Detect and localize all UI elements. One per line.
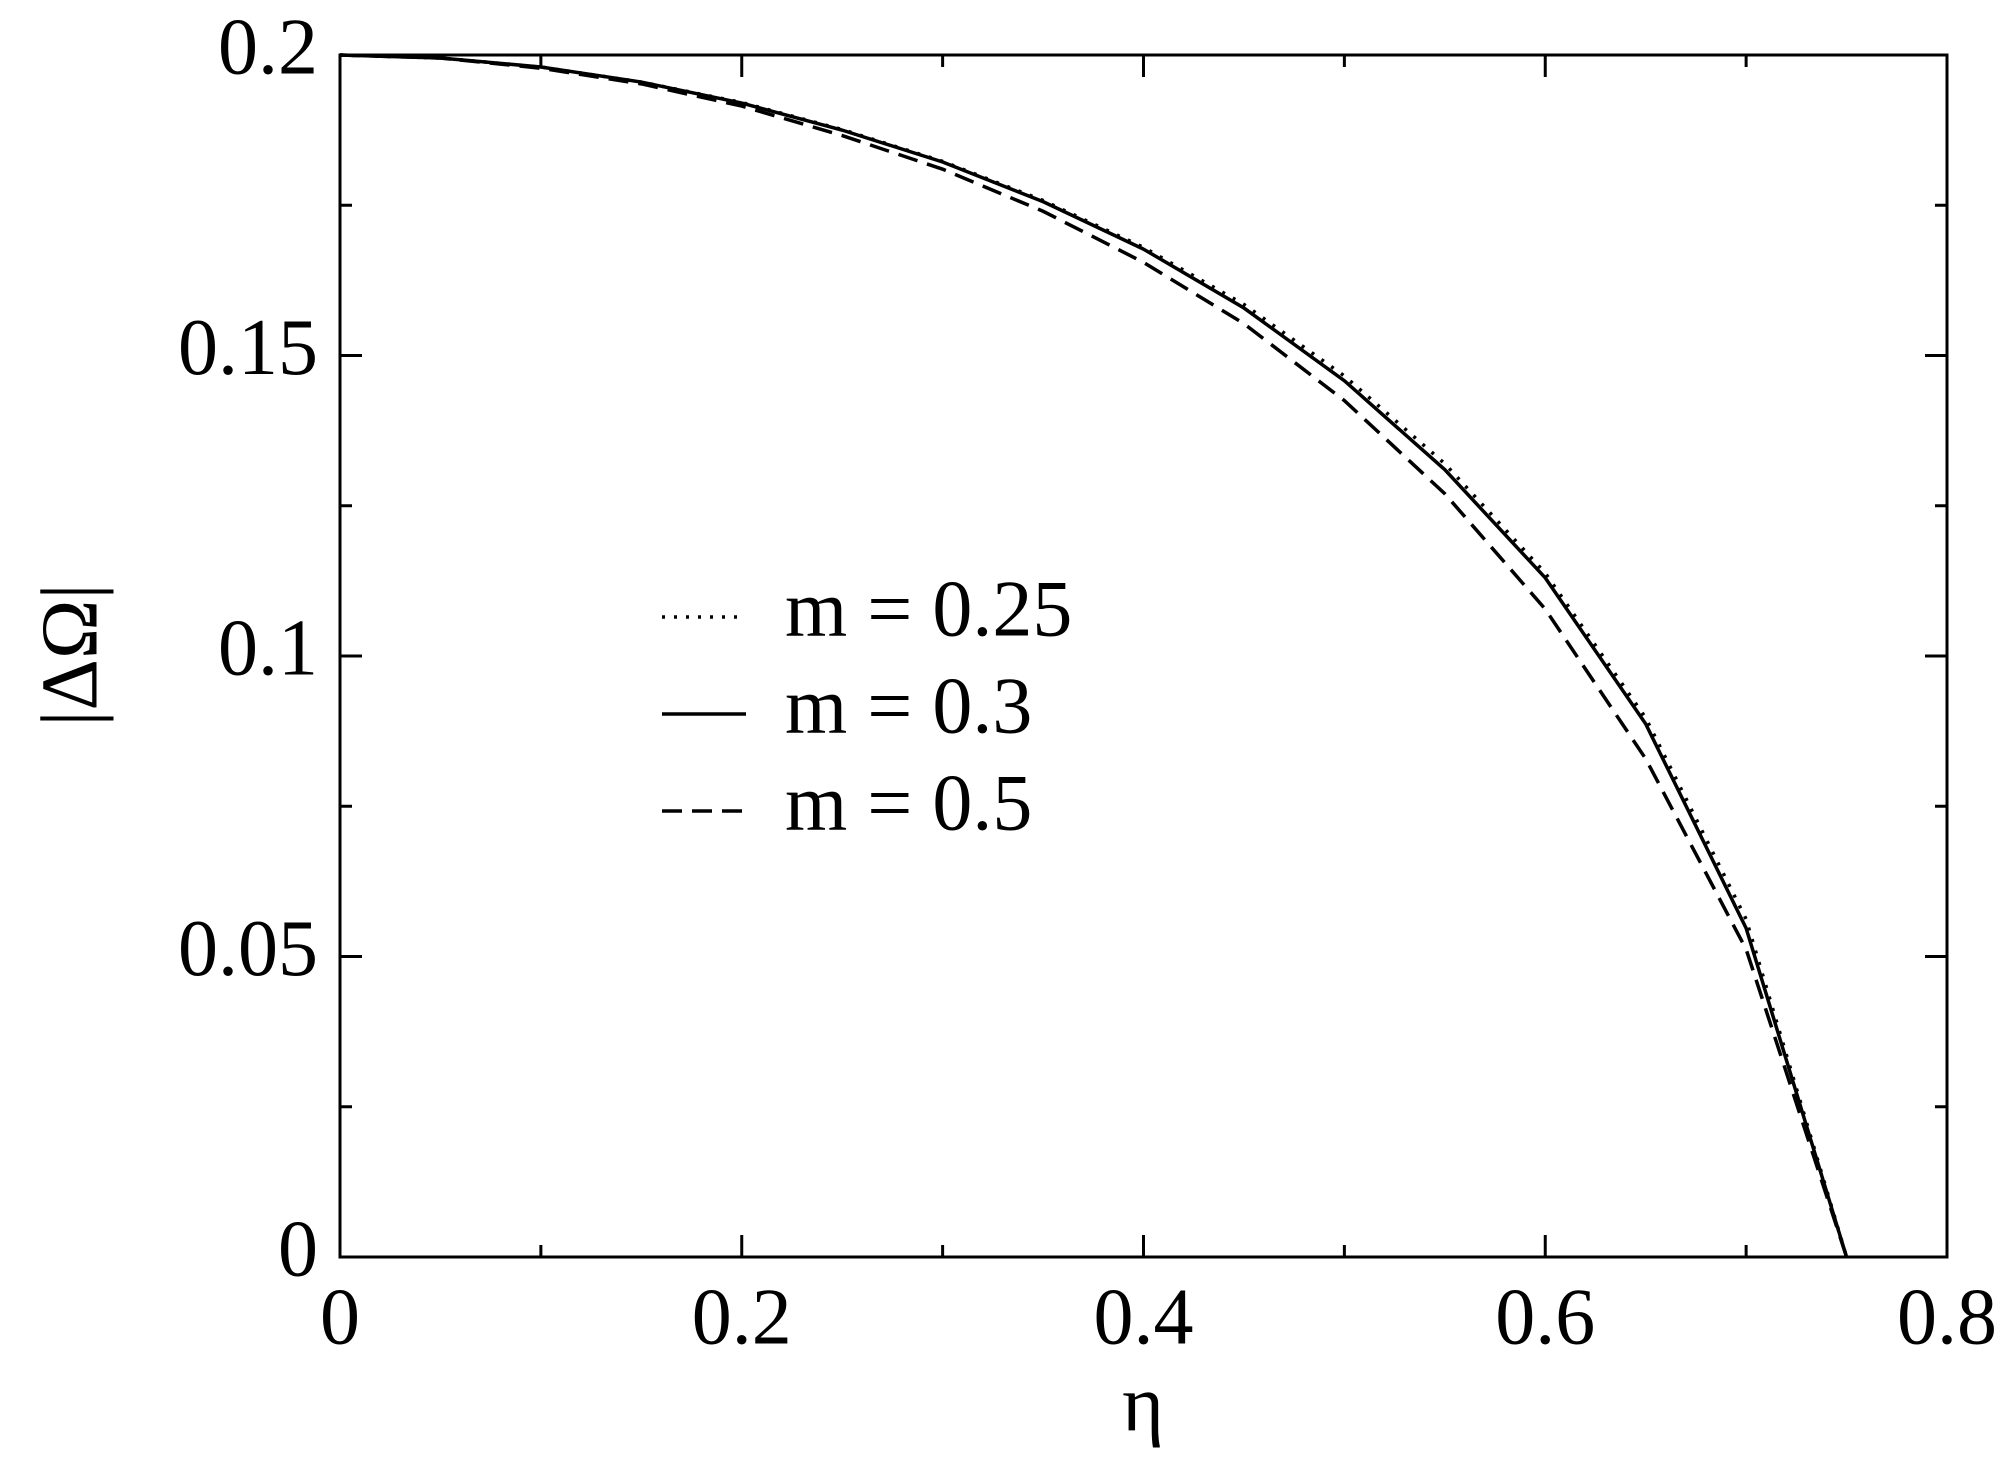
x-tick-label: 0.4 xyxy=(1094,1273,1194,1361)
y-tick-label: 0.15 xyxy=(178,304,318,392)
y-tick-label: 0.1 xyxy=(218,604,318,692)
legend-label: m = 0.25 xyxy=(785,565,1072,653)
legend-label: m = 0.3 xyxy=(785,662,1032,750)
y-tick-label: 0 xyxy=(278,1205,318,1293)
x-tick-label: 0 xyxy=(320,1273,360,1361)
y-tick-label: 0.2 xyxy=(218,3,318,91)
plot-frame xyxy=(338,53,1949,1259)
x-tick-label: 0.8 xyxy=(1897,1273,1997,1361)
series-line xyxy=(339,53,1849,1258)
x-axis-label: η xyxy=(1122,1360,1164,1448)
x-tick-label: 0.6 xyxy=(1495,1273,1595,1361)
y-tick-label: 0.05 xyxy=(178,905,318,993)
legend-label: m = 0.5 xyxy=(785,759,1032,847)
y-axis-label: |ΔΩ| xyxy=(26,584,114,727)
x-tick-label: 0.2 xyxy=(692,1273,792,1361)
